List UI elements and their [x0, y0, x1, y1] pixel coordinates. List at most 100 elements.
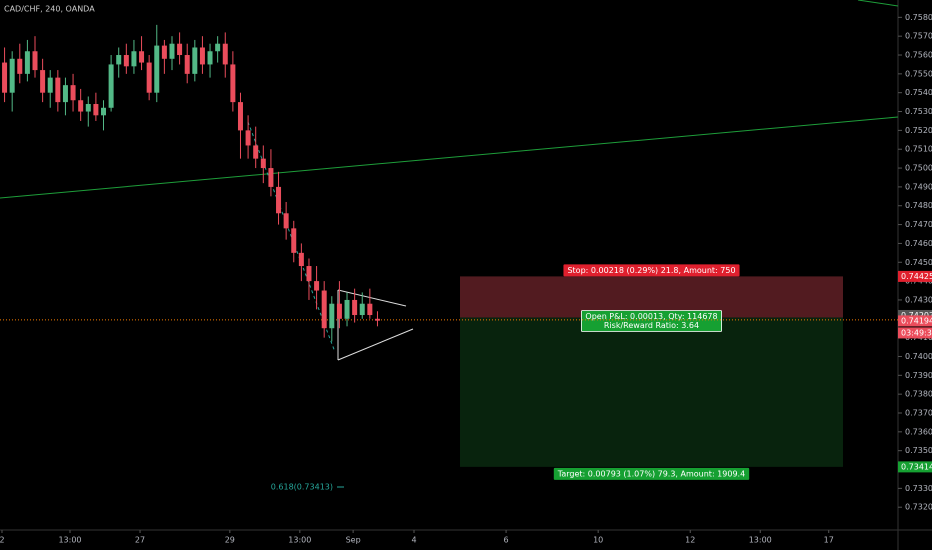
target-label-text: Target: 0.00793 (1.07%) 79.3, Amount: 19…	[557, 469, 745, 478]
candle-body	[237, 102, 243, 131]
x-tick-label: 2	[0, 536, 5, 545]
x-tick-label: 4	[411, 536, 416, 545]
candle-body	[177, 43, 183, 56]
candle-body	[24, 51, 30, 74]
candle-body	[329, 303, 335, 329]
target-zone	[460, 317, 843, 467]
candle-body	[260, 158, 266, 169]
x-tick-label: 10	[593, 536, 603, 545]
candle-body	[306, 266, 312, 282]
chart-title: CAD/CHF, 240, OANDA	[4, 5, 95, 14]
candle-body	[62, 85, 68, 103]
target-label: Target: 0.00793 (1.07%) 79.3, Amount: 19…	[553, 467, 750, 480]
candle-body	[215, 43, 221, 52]
candle-body	[85, 104, 91, 112]
candle-body	[298, 252, 304, 267]
candle-body	[116, 55, 122, 65]
candle-body	[9, 58, 15, 93]
pnl-label-bg	[580, 310, 723, 332]
candle-body	[291, 228, 297, 253]
stop-label: Stop: 0.00218 (0.29%) 21.8, Amount: 750	[563, 264, 740, 277]
x-tick-label: 13:00	[749, 536, 772, 545]
pnl-label-text: Open P&L: 0.00013, Qty: 114678	[585, 312, 717, 321]
candle-body	[123, 55, 129, 67]
candle-body	[184, 55, 190, 74]
candle-body	[344, 299, 350, 319]
candle-body	[47, 77, 53, 93]
candle-body	[161, 45, 167, 59]
last-price-tag-label: 0.74194	[901, 316, 932, 325]
x-tick-label: 13:00	[58, 536, 81, 545]
candle-body	[93, 104, 99, 116]
target-tag-label: 0.73414	[901, 462, 932, 471]
candle-body	[146, 62, 152, 93]
trend-line	[857, 0, 899, 7]
candle-body	[139, 51, 145, 63]
candle-body	[321, 290, 327, 329]
candle-body	[207, 51, 213, 65]
candle-body	[192, 47, 198, 74]
candle-body	[367, 303, 373, 316]
stop-tag-label: 0.74425	[901, 272, 932, 281]
stop-tag	[898, 270, 932, 282]
trend-line	[0, 116, 899, 199]
fib-label: 0.618(0.73413)	[271, 483, 333, 492]
candle-body	[336, 303, 342, 319]
candle-body	[55, 77, 61, 103]
y-tick-label: 0.73200	[905, 503, 932, 512]
pnl-label-text: Risk/Reward Ratio: 3.64	[604, 321, 699, 330]
candle-body	[374, 318, 380, 321]
drawings	[0, 0, 899, 488]
candle-body	[359, 303, 365, 316]
candle-body	[283, 213, 289, 229]
countdown-bg	[898, 327, 932, 339]
candle-body	[100, 107, 106, 116]
triangle-line	[337, 328, 414, 361]
candle-body	[70, 85, 76, 101]
stop-label-text: Stop: 0.00218 (0.29%) 21.8, Amount: 750	[567, 266, 735, 275]
x-tick-label: 12	[685, 536, 695, 545]
last-price-tag	[898, 315, 932, 327]
candle-body	[131, 51, 137, 67]
candle-body	[253, 145, 259, 159]
pnl-label: Open P&L: 0.00013, Qty: 114678Risk/Rewar…	[580, 310, 723, 332]
candle-body	[230, 64, 236, 103]
stop-label-bg	[563, 264, 740, 277]
x-tick-label: 17	[824, 536, 834, 545]
candle-body	[40, 70, 46, 93]
candle-body	[268, 168, 274, 187]
candle-body	[199, 47, 205, 65]
candle-body	[352, 299, 358, 316]
target-tag	[898, 461, 932, 473]
candle-body	[169, 43, 175, 59]
candle-body	[17, 58, 23, 74]
x-tick-label: Sep	[346, 536, 361, 545]
target-label-bg	[553, 467, 750, 480]
candle-body	[222, 43, 228, 65]
candle-body	[108, 64, 114, 108]
candle-body	[2, 62, 8, 93]
candle-body	[276, 186, 282, 214]
candle-body	[154, 45, 160, 93]
